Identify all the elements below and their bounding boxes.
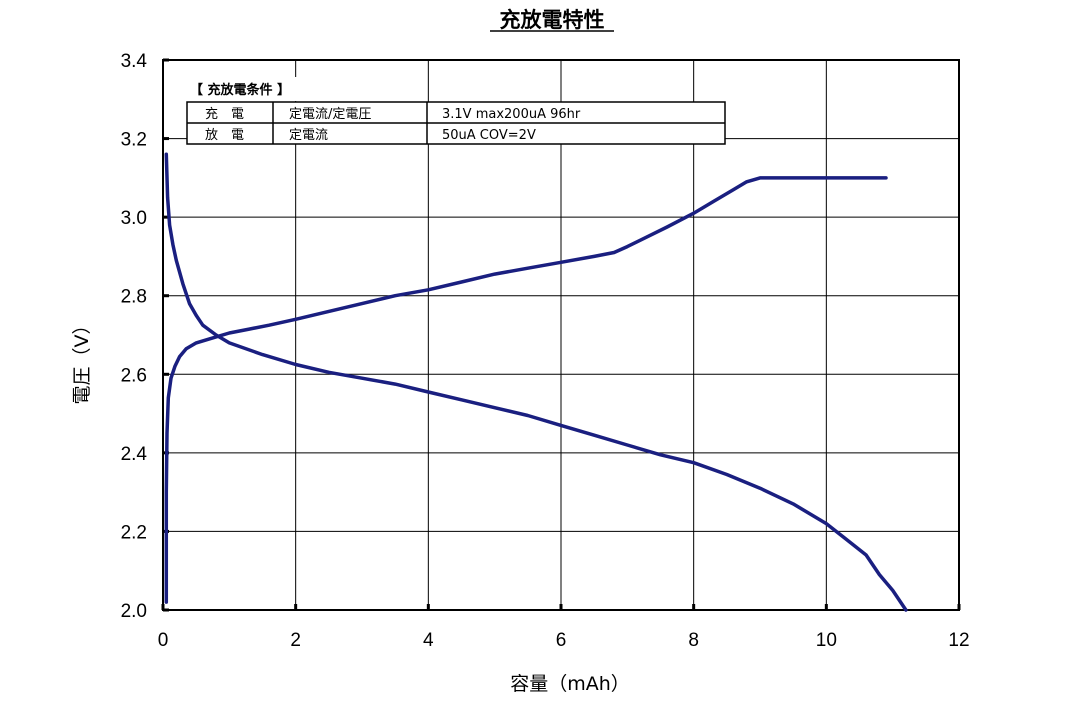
- y-tick-label: 3.2: [121, 130, 147, 151]
- y-axis-label: 電圧（V）: [71, 316, 93, 405]
- conditions-header-background: [167, 77, 307, 101]
- discharge-detail: 50uA COV=2V: [442, 128, 536, 143]
- charge-mode-label: 充 電: [205, 106, 244, 122]
- y-tick-label: 2.2: [121, 522, 147, 543]
- conditions-header: 【 充放電条件 】: [190, 82, 290, 98]
- charge-detail: 3.1V max200uA 96hr: [442, 107, 581, 122]
- data-series: [164, 152, 908, 612]
- x-axis-ticks: 0 2 4 6 8 10 12: [158, 604, 970, 651]
- x-tick-label: 12: [948, 630, 969, 651]
- charge-method: 定電流/定電圧: [289, 107, 371, 122]
- x-tick-label: 6: [556, 630, 567, 651]
- x-tick-label: 8: [688, 630, 699, 651]
- chart-title: 充放電特性: [500, 8, 605, 32]
- discharge-method: 定電流: [289, 128, 328, 143]
- conditions-box: 【 充放電条件 】 充 電 定電流/定電圧 3.1V max200uA 96hr…: [167, 77, 726, 145]
- x-tick-label: 2: [290, 630, 301, 651]
- x-tick-label: 4: [423, 630, 434, 651]
- y-tick-label: 3.0: [121, 208, 147, 229]
- y-tick-label: 2.8: [121, 287, 147, 308]
- y-tick-label: 2.4: [121, 444, 148, 465]
- x-tick-label: 10: [816, 630, 837, 651]
- grid-lines: [163, 60, 959, 610]
- series-line-2: [164, 152, 908, 612]
- y-tick-label: 2.0: [121, 601, 147, 622]
- series-line-1: [164, 176, 888, 604]
- y-axis-ticks: 2.0 2.2 2.4 2.6 2.8 3.0 3.2 3.4: [121, 51, 169, 622]
- plot-border: [162, 59, 960, 611]
- y-tick-label: 2.6: [121, 365, 147, 386]
- x-tick-label: 0: [158, 630, 169, 651]
- discharge-mode-label: 放 電: [205, 128, 244, 143]
- x-axis-label: 容量（mAh）: [510, 673, 630, 695]
- y-tick-label: 3.4: [121, 51, 148, 72]
